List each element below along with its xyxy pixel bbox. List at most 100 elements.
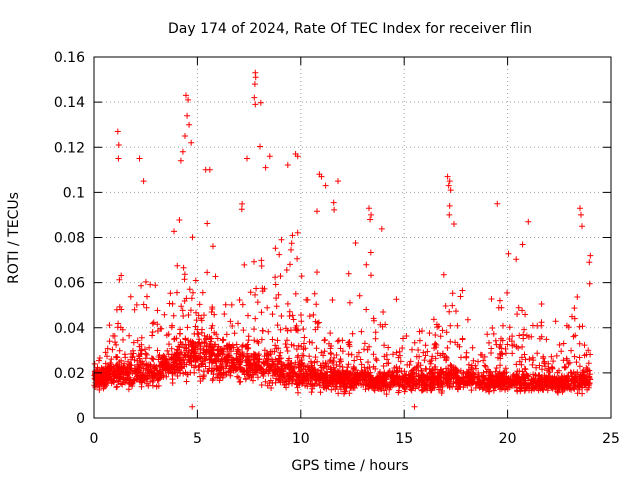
data-point [288, 327, 294, 334]
data-point [303, 296, 310, 303]
data-point [192, 323, 199, 330]
data-point [587, 351, 594, 358]
data-point [189, 403, 196, 410]
data-point [432, 366, 438, 373]
data-point [252, 74, 259, 81]
data-point [437, 333, 444, 340]
data-point [348, 381, 355, 388]
data-point [372, 335, 379, 342]
data-point [159, 361, 166, 368]
data-point [515, 345, 522, 351]
data-point [284, 348, 291, 354]
data-point [147, 281, 154, 288]
data-point [479, 374, 486, 380]
data-point [328, 366, 335, 373]
data-point [185, 96, 192, 103]
data-point [446, 211, 453, 218]
data-point [243, 375, 249, 382]
data-point [235, 347, 242, 353]
data-point [218, 356, 225, 363]
data-point [350, 363, 357, 370]
x-tick-labels: 0 5 10 15 20 25 [90, 431, 620, 447]
data-point [573, 359, 580, 366]
data-point [504, 386, 511, 393]
data-point [314, 269, 320, 276]
data-point [158, 372, 165, 379]
data-point [384, 371, 391, 378]
data-point [201, 357, 208, 364]
data-point [497, 377, 504, 384]
data-point [546, 369, 553, 375]
data-point [578, 211, 584, 218]
data-point [298, 343, 305, 350]
data-point [428, 379, 435, 386]
data-point [408, 373, 415, 380]
data-point [150, 369, 156, 376]
data-point [354, 353, 360, 360]
data-point [159, 367, 166, 374]
data-point [321, 384, 328, 391]
data-point [541, 359, 548, 366]
data-point [109, 346, 116, 353]
data-point [533, 364, 540, 371]
data-point [314, 320, 321, 327]
data-point [569, 313, 575, 320]
data-point [311, 290, 318, 297]
data-point [176, 217, 183, 223]
data-point [113, 354, 120, 361]
data-point [274, 337, 281, 344]
data-point [144, 362, 151, 369]
data-point [174, 373, 181, 379]
data-point [384, 360, 390, 367]
data-point [271, 361, 278, 368]
data-point [94, 381, 101, 388]
data-point [294, 255, 301, 262]
data-point [138, 334, 145, 341]
data-point [272, 342, 279, 349]
data-point [182, 336, 189, 343]
data-point [486, 339, 492, 346]
data-point [553, 352, 560, 359]
data-point [252, 101, 259, 108]
data-point [269, 336, 276, 343]
data-point [492, 337, 499, 344]
data-point [254, 356, 261, 362]
data-point [116, 303, 123, 310]
data-point [292, 290, 299, 297]
data-point [147, 368, 154, 375]
data-point [126, 361, 133, 368]
data-point [253, 285, 260, 292]
data-point [273, 368, 280, 375]
data-point [367, 369, 374, 376]
data-point [495, 354, 501, 361]
data-point [278, 313, 285, 319]
data-point [182, 133, 188, 139]
data-point [464, 380, 471, 387]
data-point [357, 356, 364, 363]
data-point [214, 335, 221, 342]
data-point [205, 348, 212, 355]
data-point [567, 384, 574, 391]
data-point [387, 381, 393, 388]
data-point [224, 346, 231, 353]
data-point [184, 352, 191, 359]
data-point [166, 300, 173, 307]
data-point [363, 261, 370, 268]
data-point [343, 368, 350, 375]
data-point [240, 327, 247, 334]
data-point [185, 337, 192, 344]
data-point [283, 362, 290, 369]
data-point [435, 386, 442, 393]
data-point [280, 379, 287, 386]
data-point [475, 358, 481, 365]
data-point [129, 354, 136, 361]
data-point [456, 383, 463, 390]
data-point [550, 358, 557, 365]
data-point [118, 380, 124, 387]
data-point [388, 373, 395, 380]
data-point [224, 351, 230, 358]
data-point [210, 243, 216, 250]
data-point [264, 304, 271, 311]
data-point [116, 375, 123, 382]
data-point [239, 301, 246, 308]
